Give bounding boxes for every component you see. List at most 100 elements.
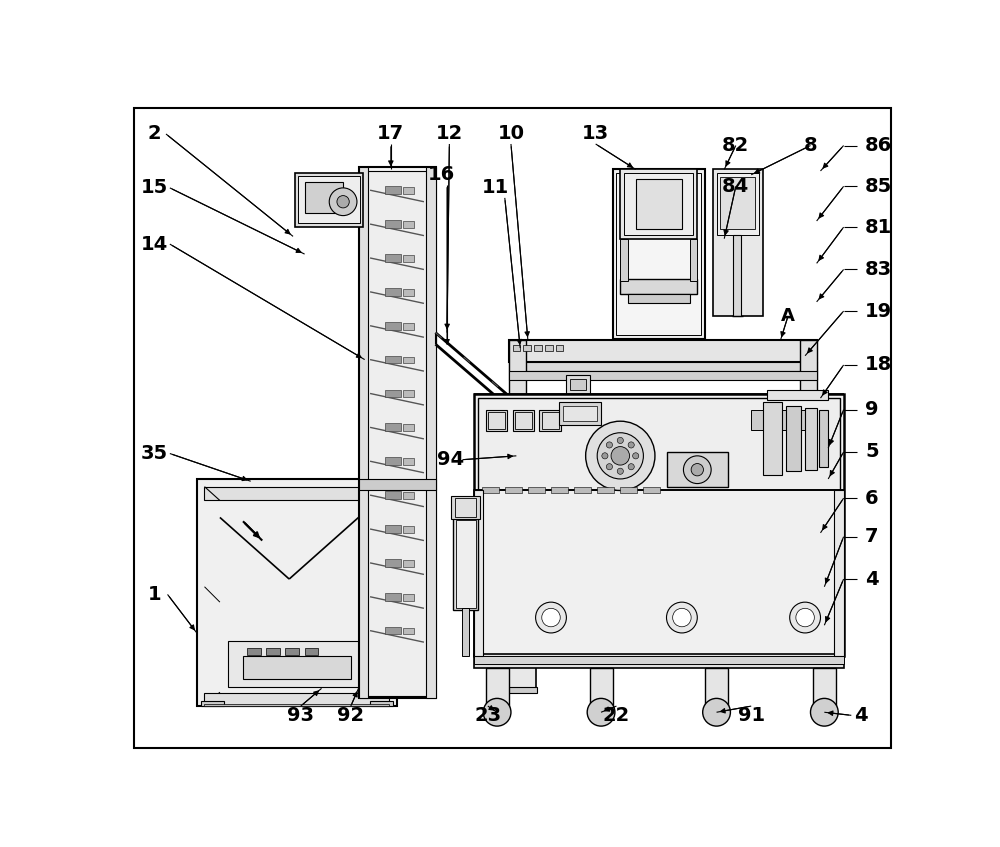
Bar	[403, 594, 414, 601]
Circle shape	[329, 188, 357, 216]
Bar	[204, 704, 389, 706]
Bar	[285, 648, 299, 655]
Bar	[717, 174, 759, 235]
Text: 94: 94	[437, 451, 464, 469]
Text: 16: 16	[428, 165, 455, 185]
Bar	[298, 176, 360, 223]
Text: 6: 6	[865, 489, 879, 507]
Text: 35: 35	[141, 444, 168, 463]
Bar	[620, 279, 697, 294]
Bar	[515, 412, 532, 429]
Bar	[455, 498, 476, 517]
Bar	[620, 239, 628, 281]
Circle shape	[628, 442, 634, 448]
Bar	[767, 390, 828, 400]
Bar	[385, 356, 401, 363]
Bar	[556, 345, 563, 352]
Text: 91: 91	[738, 706, 765, 725]
Bar	[385, 593, 401, 601]
Bar	[523, 345, 531, 352]
Bar	[733, 235, 741, 316]
Bar	[616, 174, 701, 335]
Text: 8: 8	[804, 136, 817, 155]
Circle shape	[703, 699, 730, 726]
Bar	[403, 628, 414, 634]
Text: 13: 13	[582, 125, 609, 143]
Bar	[515, 404, 545, 441]
Bar	[574, 487, 591, 493]
Bar	[403, 357, 414, 363]
Bar	[509, 362, 817, 371]
Circle shape	[597, 433, 643, 479]
Bar	[385, 627, 401, 634]
Bar	[542, 412, 559, 429]
Bar	[507, 687, 537, 693]
Circle shape	[683, 456, 711, 484]
Bar	[462, 608, 469, 656]
Bar	[358, 167, 436, 699]
Text: 19: 19	[865, 302, 892, 320]
Bar	[512, 402, 547, 445]
Bar	[474, 490, 844, 656]
Bar	[201, 700, 224, 706]
Bar	[590, 667, 613, 710]
Circle shape	[810, 699, 838, 726]
Bar	[507, 404, 537, 411]
Text: 18: 18	[865, 356, 892, 374]
Text: 12: 12	[436, 125, 463, 143]
Circle shape	[606, 442, 612, 448]
Bar	[518, 429, 539, 437]
Circle shape	[536, 602, 566, 633]
Bar	[597, 487, 614, 493]
Bar	[478, 398, 840, 490]
Bar	[786, 406, 801, 471]
Bar	[243, 656, 351, 679]
Bar	[474, 394, 844, 656]
Bar	[488, 412, 505, 429]
Bar	[247, 648, 261, 655]
Circle shape	[790, 602, 821, 633]
Bar	[403, 458, 414, 465]
Bar	[805, 408, 817, 470]
Bar	[403, 323, 414, 329]
Bar	[295, 174, 363, 227]
Text: A: A	[781, 307, 795, 324]
Circle shape	[691, 463, 703, 476]
Bar	[527, 448, 532, 540]
Bar	[566, 375, 590, 394]
Bar	[539, 410, 561, 431]
Text: 10: 10	[497, 125, 524, 143]
Bar	[385, 322, 401, 329]
Bar	[763, 402, 782, 475]
Bar	[518, 408, 539, 416]
Bar	[486, 410, 507, 431]
Bar	[613, 169, 705, 339]
Bar	[819, 410, 828, 468]
Bar	[643, 487, 660, 493]
Bar	[365, 171, 429, 696]
Text: 82: 82	[722, 136, 749, 155]
Text: 93: 93	[287, 706, 314, 725]
Bar	[403, 526, 414, 533]
Text: 5: 5	[865, 442, 879, 462]
Bar	[305, 182, 343, 213]
Bar	[456, 520, 476, 607]
Circle shape	[611, 446, 630, 465]
Bar	[782, 410, 794, 429]
Bar	[713, 169, 763, 316]
Bar	[474, 654, 844, 667]
Bar	[482, 487, 499, 493]
Bar	[563, 406, 597, 421]
Bar	[624, 174, 693, 235]
Bar	[358, 479, 436, 490]
Text: 7: 7	[865, 527, 879, 546]
Bar	[305, 648, 318, 655]
Bar	[403, 390, 414, 397]
Bar	[358, 167, 368, 699]
Text: 11: 11	[482, 179, 509, 197]
Bar	[797, 410, 810, 429]
Circle shape	[606, 463, 612, 470]
Bar	[834, 490, 844, 656]
Bar	[620, 487, 637, 493]
Circle shape	[483, 699, 511, 726]
